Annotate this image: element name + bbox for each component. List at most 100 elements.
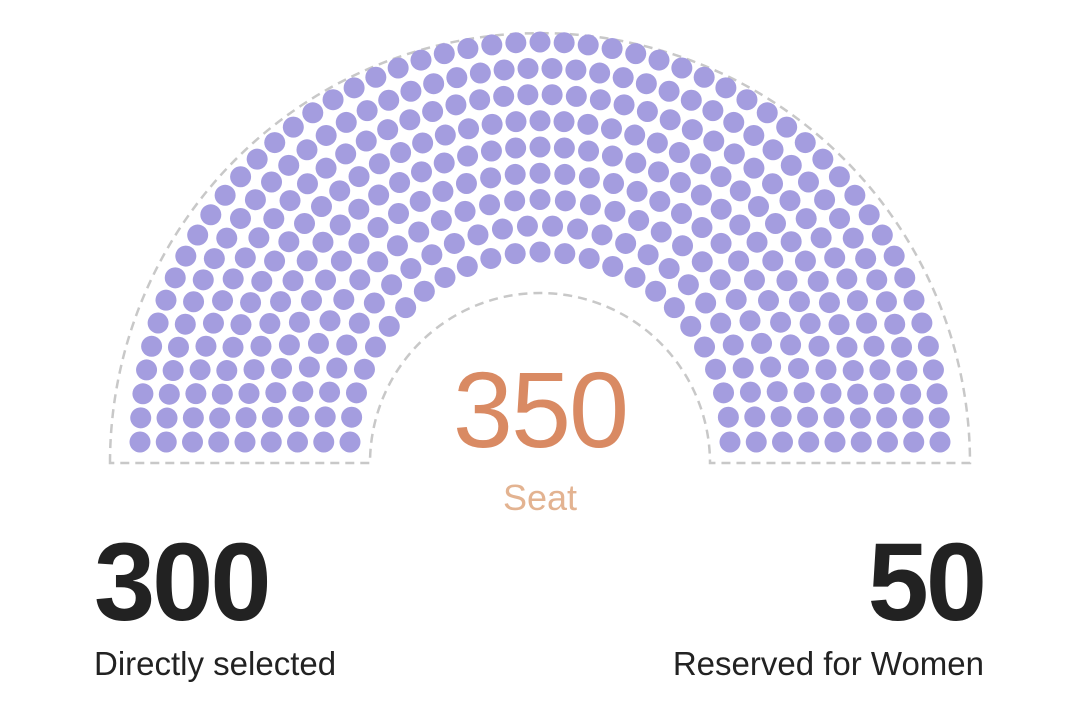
seat-dot [866,269,888,291]
seat-dot [493,59,515,81]
seat-dot [505,111,527,133]
seat-dot [341,406,363,428]
seat-dot [348,312,370,334]
seat-dot [264,132,286,154]
seat-dot [263,208,285,230]
seat-dot [189,359,211,381]
seat-dot [388,203,410,224]
seat-dot [278,154,300,176]
directly-selected-label: Directly selected [94,645,337,682]
seat-dot [723,143,745,165]
seat-dot [296,250,318,272]
seat-dot [799,313,821,334]
seat-dot [348,198,370,220]
seat-dot [529,241,551,263]
seat-dot [762,173,784,195]
seat-dot [264,250,286,272]
seat-dot [348,232,370,254]
seat-dot [481,113,503,135]
seat-dot [780,231,802,253]
seat-dot [434,266,456,288]
seat-dot [467,224,489,246]
seat-dot [529,31,551,53]
seat-dot [911,312,933,334]
seat-dot [261,406,283,428]
seat-dot [797,406,819,428]
seat-dot [807,270,829,292]
seat-dot [762,250,784,272]
seat-dot [408,221,430,243]
seat-dot [871,224,893,246]
seat-dot [578,140,600,162]
seat-dot [313,431,335,453]
seat-dot [829,207,851,229]
seat-dot [702,100,724,122]
seat-dot [554,163,576,185]
seat-dot [183,291,205,313]
seat-dot [710,312,732,334]
seat-dot [703,130,725,152]
seat-dot [288,311,310,333]
seat-dot [378,315,400,337]
seat-dot [270,291,292,313]
seat-dot [776,116,798,138]
seat-dot [175,245,197,267]
seat-dot [480,167,502,189]
seat-dot [208,431,230,453]
seat-dot [578,247,600,269]
seat-dot [457,38,479,60]
seat-dot [195,335,217,357]
seat-dot [770,311,792,333]
seat-dot [795,208,817,230]
seat-dot [387,57,409,79]
seat-dot [287,431,308,453]
seat-dot [917,335,939,357]
seat-dot [798,431,820,453]
seat-dot [743,157,765,179]
seat-dot [516,215,538,237]
seat-dot [390,142,412,164]
seat-dot [389,172,411,194]
seat-dot [216,227,238,249]
seat-dot [222,268,244,290]
seat-dot [591,224,613,246]
seat-dot [756,102,778,124]
seat-dot [677,274,699,296]
seat-dot [748,196,770,218]
seat-dot [469,89,491,111]
seat-dot [779,190,801,212]
seat-dot [292,381,314,403]
seat-dot [367,251,389,273]
seat-dot [663,297,685,319]
seat-dot [820,382,842,404]
seat-dot [243,359,265,381]
seat-dot [246,148,268,170]
seat-dot [234,431,256,453]
seat-group [129,31,951,453]
seat-dot [766,381,788,403]
total-seat-label: Seat [502,477,578,518]
seat-dot [553,137,575,159]
seat-dot [200,204,222,226]
seat-dot [216,360,238,382]
seat-dot [209,407,231,429]
seat-dot [625,43,647,65]
seat-dot [601,38,623,60]
seat-dot [315,157,337,179]
seat-dot [230,314,252,336]
seat-dot [770,406,792,428]
seat-dot [158,383,180,405]
seat-dot [400,258,422,280]
seat-dot [433,152,455,174]
seat-dot [529,162,551,184]
seat-dot [926,383,948,405]
seat-dot [715,77,737,99]
seat-dot [815,359,837,381]
seat-dot [282,116,304,138]
seat-dot [553,32,575,54]
seat-dot [760,356,782,378]
seat-dot [261,171,283,193]
seat-dot [824,247,846,269]
seat-dot [577,113,599,135]
seat-dot [294,212,316,234]
